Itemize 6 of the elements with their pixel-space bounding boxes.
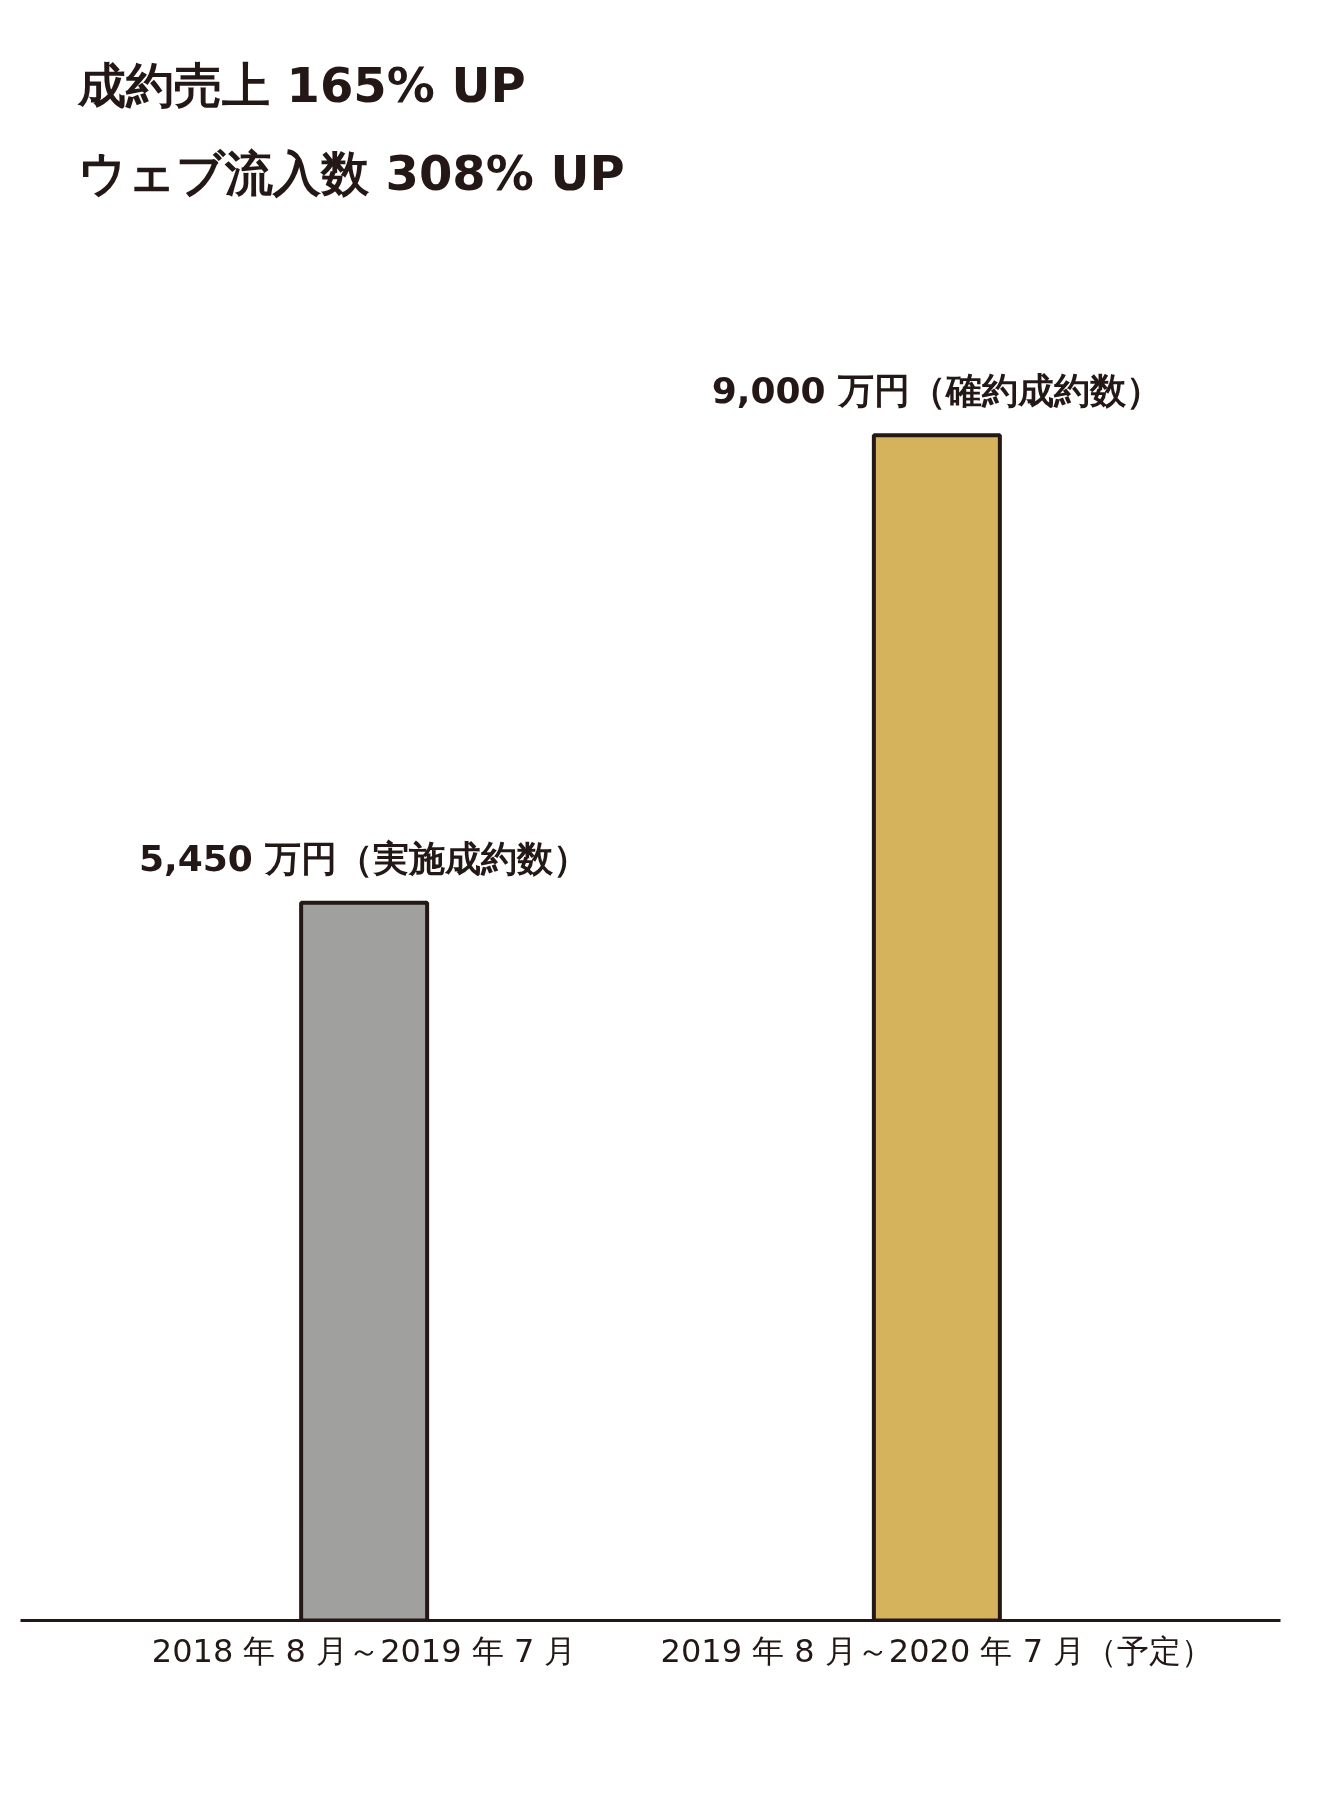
x-tick-label: 2019 年 8 月～2020 年 7 月（予定） — [660, 1631, 1214, 1670]
text: 成約売上 165% UP — [76, 56, 526, 113]
data-label: 5,450 万円（実施成約数） — [138, 837, 590, 879]
text: ウェブ流入数 308% UP — [77, 144, 625, 201]
data-label: 9,000 万円（確約成約数） — [711, 370, 1163, 412]
x-tick-label: 2018 年 8 月～2019 年 7 月 — [151, 1631, 577, 1670]
